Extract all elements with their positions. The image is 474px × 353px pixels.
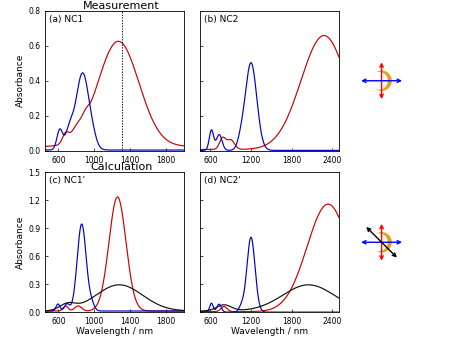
Text: (c) NC1': (c) NC1' xyxy=(49,176,85,185)
Y-axis label: Absorbance: Absorbance xyxy=(16,216,25,269)
Polygon shape xyxy=(370,233,388,251)
Text: Wavelength / nm: Wavelength / nm xyxy=(231,327,308,336)
Text: Measurement: Measurement xyxy=(83,1,160,11)
Text: Calculation: Calculation xyxy=(90,162,153,172)
Polygon shape xyxy=(371,232,392,252)
Text: (a) NC1: (a) NC1 xyxy=(49,15,83,24)
Y-axis label: Absorbance: Absorbance xyxy=(16,54,25,107)
Polygon shape xyxy=(370,72,388,90)
Polygon shape xyxy=(371,71,392,91)
Text: (b) NC2: (b) NC2 xyxy=(204,15,239,24)
Text: (d) NC2': (d) NC2' xyxy=(204,176,241,185)
Text: Wavelength / nm: Wavelength / nm xyxy=(76,327,153,336)
